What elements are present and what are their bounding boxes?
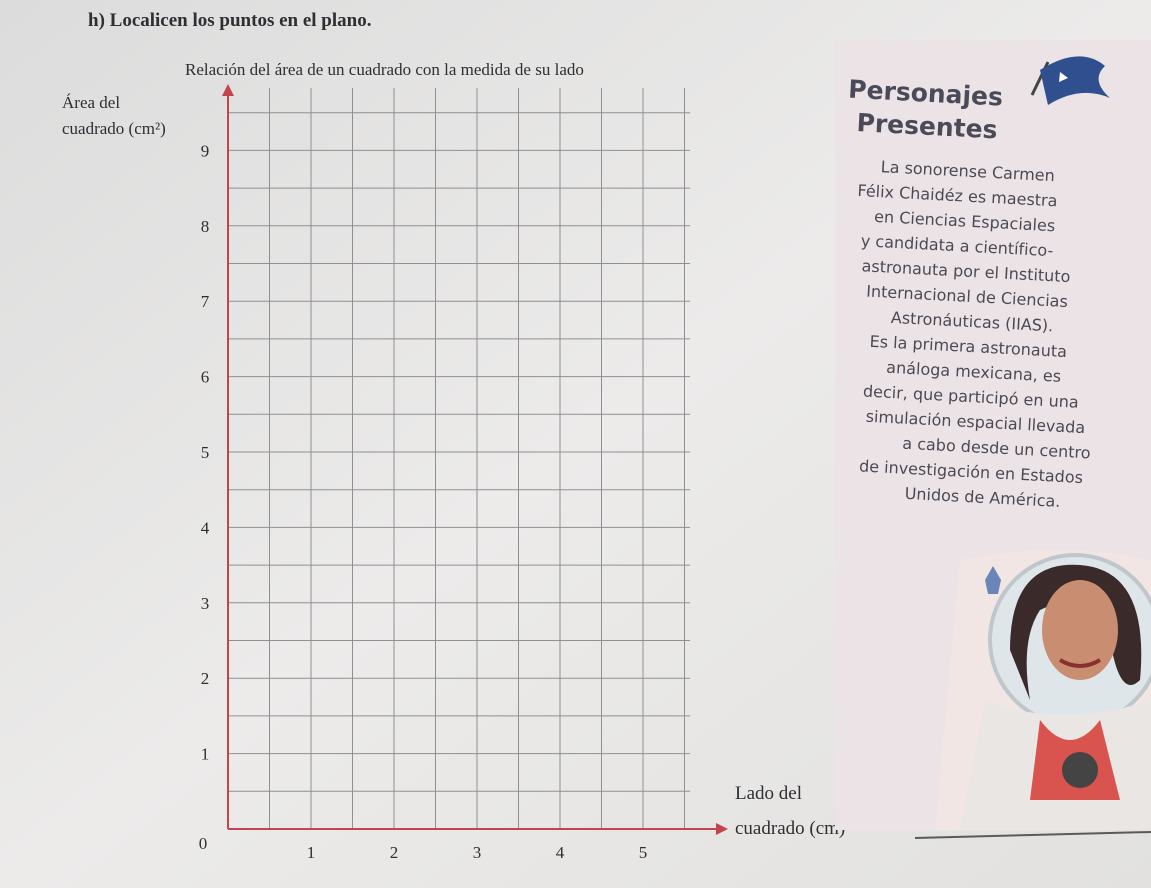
y-tick-label: 3: [201, 594, 210, 613]
y-tick-label: 6: [201, 368, 210, 387]
x-tick-label: 3: [473, 843, 482, 862]
flag: [1030, 56, 1110, 105]
grid: [228, 88, 690, 829]
rule: [914, 831, 1151, 839]
y-tick-label: 8: [201, 217, 210, 236]
plane-title: Relación del área de un cuadrado con la …: [185, 60, 584, 79]
x-arrow: [716, 823, 728, 835]
y-label: Área del: [62, 93, 120, 112]
y-tick-label: 5: [201, 443, 210, 462]
y-tick-label: 1: [201, 745, 210, 764]
origin-label: 0: [199, 834, 208, 853]
x-label: Lado del: [735, 783, 802, 804]
x-tick-label: 5: [639, 843, 648, 862]
x-tick-label: 2: [390, 843, 399, 862]
y-tick-label: 7: [201, 292, 210, 311]
x-label: cuadrado (cm): [735, 818, 845, 839]
y-tick-label: 2: [201, 669, 210, 688]
y-label: cuadrado (cm²): [62, 119, 166, 138]
instruction: h) Localicen los puntos en el plano.: [88, 10, 371, 31]
sidebar: Personajes Presentes La sonorense Carmen…: [835, 40, 1151, 839]
y-tick-label: 4: [201, 518, 210, 537]
x-tick-label: 4: [556, 843, 565, 862]
x-tick-label: 1: [307, 843, 316, 862]
y-arrow: [222, 84, 234, 96]
astronaut-illustration: [935, 550, 1151, 830]
y-tick-label: 9: [201, 141, 210, 160]
